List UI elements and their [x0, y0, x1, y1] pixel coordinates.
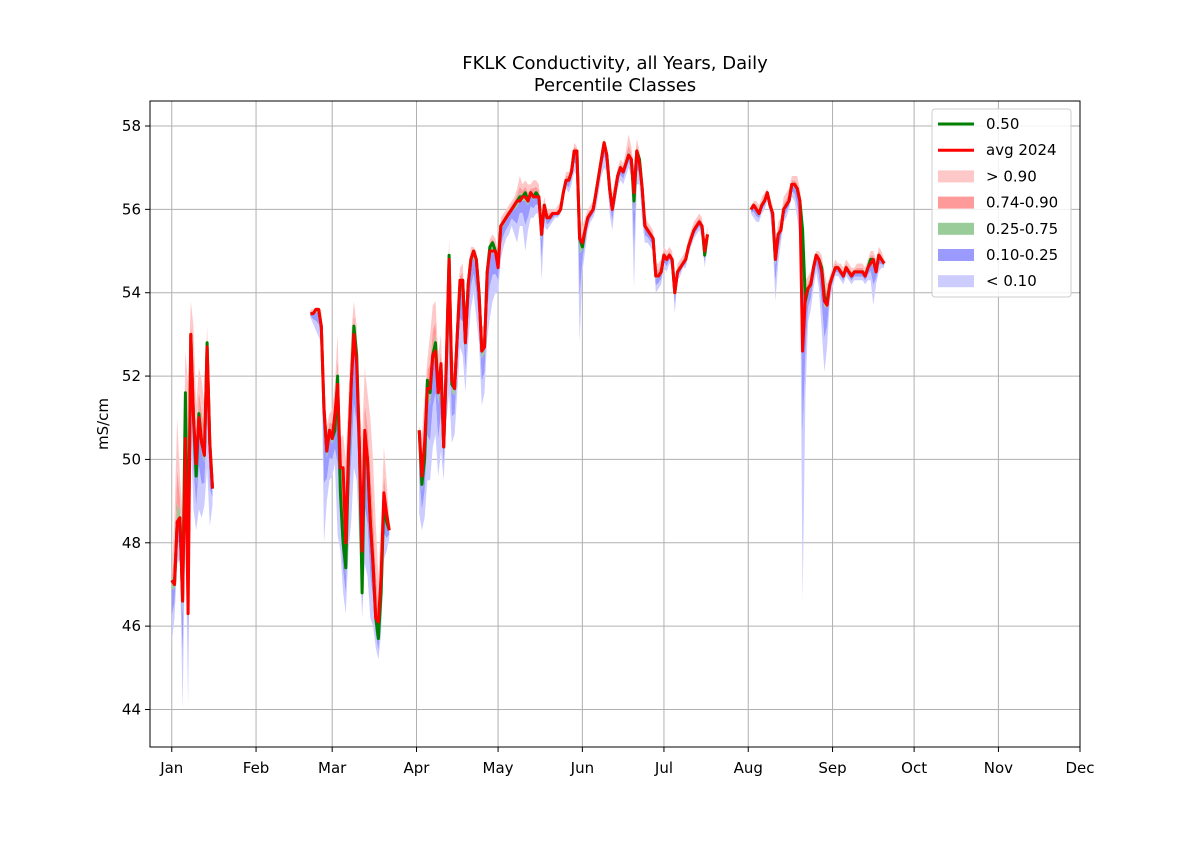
band-gt90 [171, 301, 213, 577]
x-tick-label: Jan [159, 759, 183, 777]
legend-label-p50: 0.50 [986, 115, 1019, 133]
y-tick-label: 52 [122, 367, 141, 385]
chart-title: FKLK Conductivity, all Years, Daily [462, 53, 768, 74]
series-line-avg-2024 [310, 307, 391, 624]
x-tick-label: Feb [243, 759, 270, 777]
y-tick-label: 46 [122, 617, 141, 635]
chart-subtitle: Percentile Classes [534, 75, 696, 96]
x-axis-ticks: Jan Feb Mar Apr May Jun Jul Aug Sep Oct Nov Dec [159, 747, 1095, 777]
legend-swatch-lt10 [938, 275, 974, 288]
x-tick-label: Oct [901, 759, 927, 777]
y-axis-ticks: 44 46 48 50 52 54 56 58 [122, 117, 150, 718]
y-tick-label: 50 [122, 450, 141, 468]
y-tick-label: 54 [122, 284, 141, 302]
y-tick-label: 44 [122, 700, 141, 718]
legend-swatch-p10_25 [938, 249, 974, 261]
series-lines [170, 141, 886, 641]
band-p10-25 [310, 312, 390, 651]
band-lt10 [751, 191, 885, 602]
legend-label-gt90: > 0.90 [986, 167, 1037, 185]
x-tick-label: Apr [404, 759, 431, 777]
x-tick-label: Sep [818, 759, 846, 777]
y-tick-label: 56 [122, 200, 141, 218]
series-line-avg-2024 [749, 182, 886, 353]
legend-label-lt10: < 0.10 [986, 272, 1037, 290]
y-axis-label: mS/cm [94, 398, 112, 450]
x-tick-label: Mar [318, 759, 347, 777]
y-tick-label: 58 [122, 117, 141, 135]
plot-frame [149, 100, 1081, 748]
legend-swatch-p25_75 [938, 222, 974, 235]
x-tick-label: Aug [734, 759, 763, 777]
legend-label-avg: avg 2024 [986, 141, 1057, 159]
legend-label-p25_75: 0.25-0.75 [986, 220, 1058, 238]
x-tick-label: Dec [1065, 759, 1094, 777]
legend: 0.50 avg 2024 > 0.90 0.74-0.90 0.25-0.75 0.10… [931, 108, 1072, 298]
grid-lines [150, 101, 1081, 747]
legend-label-p10_25: 0.10-0.25 [986, 246, 1058, 264]
series-line-avg-2024 [417, 141, 709, 478]
x-tick-label: Nov [984, 759, 1013, 777]
x-tick-label: Jun [570, 759, 594, 777]
x-tick-label: Jul [654, 759, 673, 777]
legend-swatch-gt90 [938, 170, 974, 183]
y-tick-label: 48 [122, 534, 141, 552]
band-lt10 [310, 315, 390, 660]
legend-label-p74_90: 0.74-0.90 [986, 194, 1058, 212]
series-line-avg-2024 [170, 332, 214, 616]
x-tick-label: May [483, 759, 514, 777]
legend-swatch-p74_90 [938, 196, 974, 209]
